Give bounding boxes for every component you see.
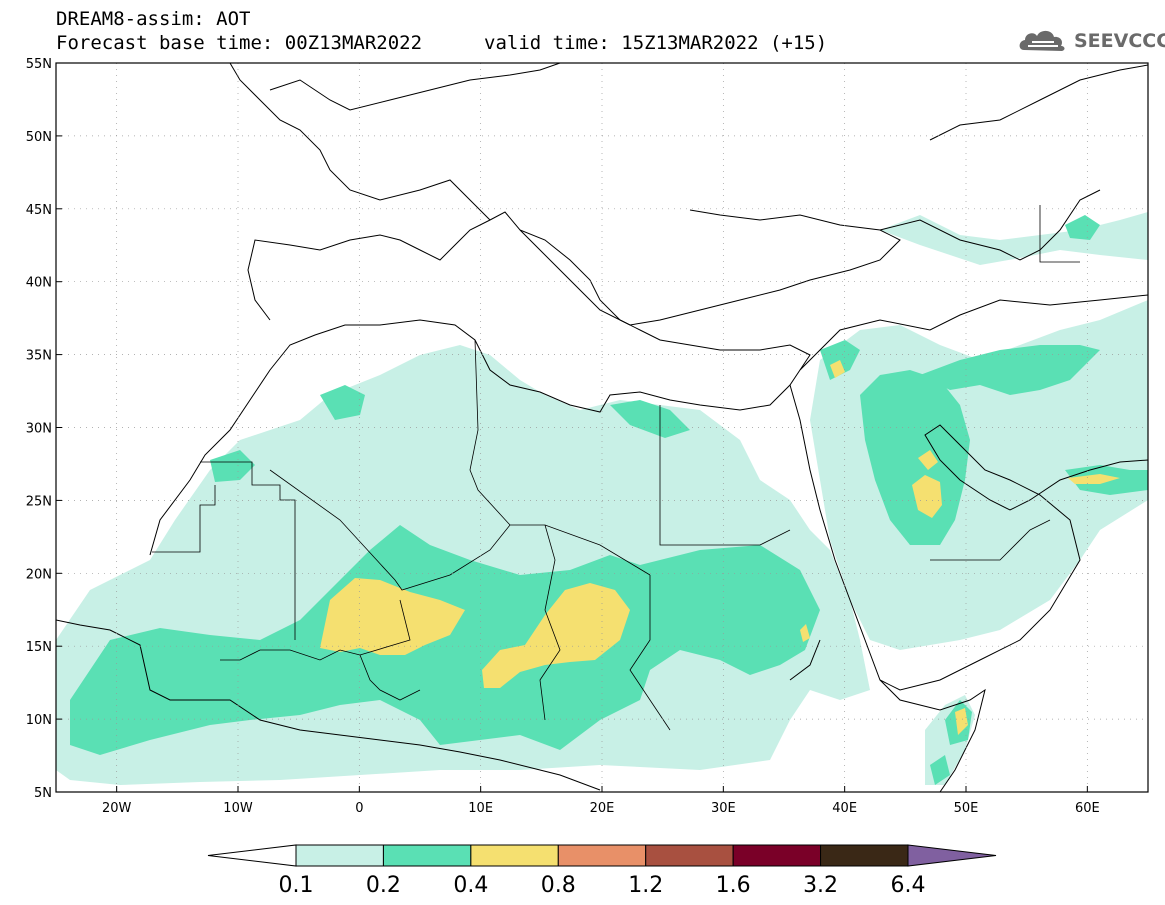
lat-lon-grid: [56, 63, 1148, 792]
aot-shading: [56, 212, 1148, 785]
colorbar-label: 6.4: [891, 873, 926, 898]
lat-label: 25N: [26, 494, 52, 509]
colorbar-swatch: [470, 844, 559, 867]
lat-label: 15N: [26, 640, 52, 655]
lat-label: 20N: [26, 567, 52, 582]
colorbar-swatch: [557, 844, 647, 867]
lon-label: 20W: [102, 801, 132, 816]
lat-label: 10N: [26, 713, 52, 728]
lon-label: 50E: [954, 801, 979, 816]
aot-level-0-2: [70, 215, 1148, 785]
colorbar: 0.1 0.2 0.4 0.8 1.2 1.6 3.2 6.4: [207, 844, 997, 898]
colorbar-label: 0.4: [453, 873, 488, 898]
lat-label: 40N: [26, 276, 52, 291]
lat-label: 30N: [26, 422, 52, 437]
lat-label: 5N: [34, 786, 52, 801]
logo-text: SEEVCCC: [1074, 30, 1165, 52]
lon-label: 30E: [711, 801, 736, 816]
valid-time: valid time: 15Z13MAR2022 (+15): [484, 32, 828, 54]
colorbar-label: 3.2: [803, 873, 838, 898]
longitude-labels: 20W 10W 0 10E 20E 30E 40E 50E 60E: [102, 786, 1100, 816]
lon-label: 40E: [832, 801, 857, 816]
forecast-base-time: Forecast base time: 00Z13MAR2022: [56, 32, 423, 54]
colorbar-label: 0.8: [541, 873, 576, 898]
lat-label: 35N: [26, 349, 52, 364]
colorbar-swatch: [820, 844, 909, 867]
aot-level-0-4: [320, 360, 1120, 735]
colorbar-under-triangle: [207, 844, 297, 867]
lon-label: 10W: [223, 801, 253, 816]
seevccc-logo: SEEVCCC: [1018, 24, 1165, 58]
lat-label: 50N: [26, 130, 52, 145]
coastlines: [56, 63, 1148, 792]
lon-label: 10E: [468, 801, 493, 816]
map-title: DREAM8-assim: AOT: [56, 8, 251, 30]
colorbar-swatch: [382, 844, 472, 867]
country-borders: [152, 205, 1080, 731]
colorbar-swatch: [732, 844, 822, 867]
lat-label: 55N: [26, 57, 52, 72]
colorbar-swatch: [295, 844, 384, 867]
colorbar-swatch: [645, 844, 734, 867]
colorbar-label: 1.2: [628, 873, 663, 898]
cloud-logo-icon: [1019, 30, 1065, 51]
lat-label: 45N: [26, 203, 52, 218]
colorbar-over-triangle: [907, 844, 997, 867]
lon-label: 20E: [590, 801, 615, 816]
latitude-labels: 55N 50N 45N 40N 35N 30N 25N 20N 15N 10N 5N: [26, 57, 62, 801]
lon-label: 60E: [1075, 801, 1100, 816]
colorbar-label: 0.2: [366, 873, 401, 898]
colorbar-label: 0.1: [279, 873, 314, 898]
lon-label: 0: [355, 801, 363, 816]
colorbar-label: 1.6: [716, 873, 751, 898]
